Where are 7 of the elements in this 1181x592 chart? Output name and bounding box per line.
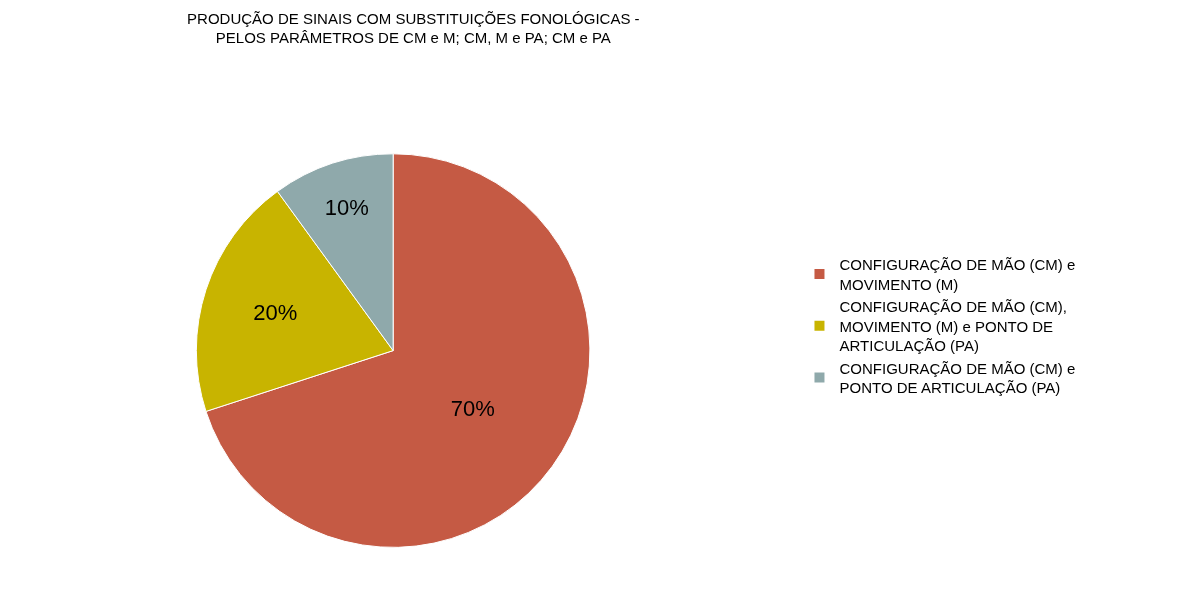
legend-label: CONFIGURAÇÃO DE MÃO (CM), MOVIMENTO (M) e PONTO DE ARTICULAÇÃO (PA) <box>839 298 1067 355</box>
chart-title: PRODUÇÃO DE SINAIS COM SUBSTITUIÇÕES FONOLÓGICAS - PELOS PARÂMETROS DE CM e M; CM, M e PA; CM e PA <box>187 9 640 47</box>
data-label: 20% <box>253 299 298 325</box>
data-label: 70% <box>450 395 495 421</box>
legend-label: CONFIGURAÇÃO DE MÃO (CM) e PONTO DE ARTICULAÇÃO (PA) <box>839 359 1076 397</box>
data-label: 10% <box>324 195 369 221</box>
legend-label: CONFIGURAÇÃO DE MÃO (CM) e MOVIMENTO (M) <box>839 256 1076 293</box>
